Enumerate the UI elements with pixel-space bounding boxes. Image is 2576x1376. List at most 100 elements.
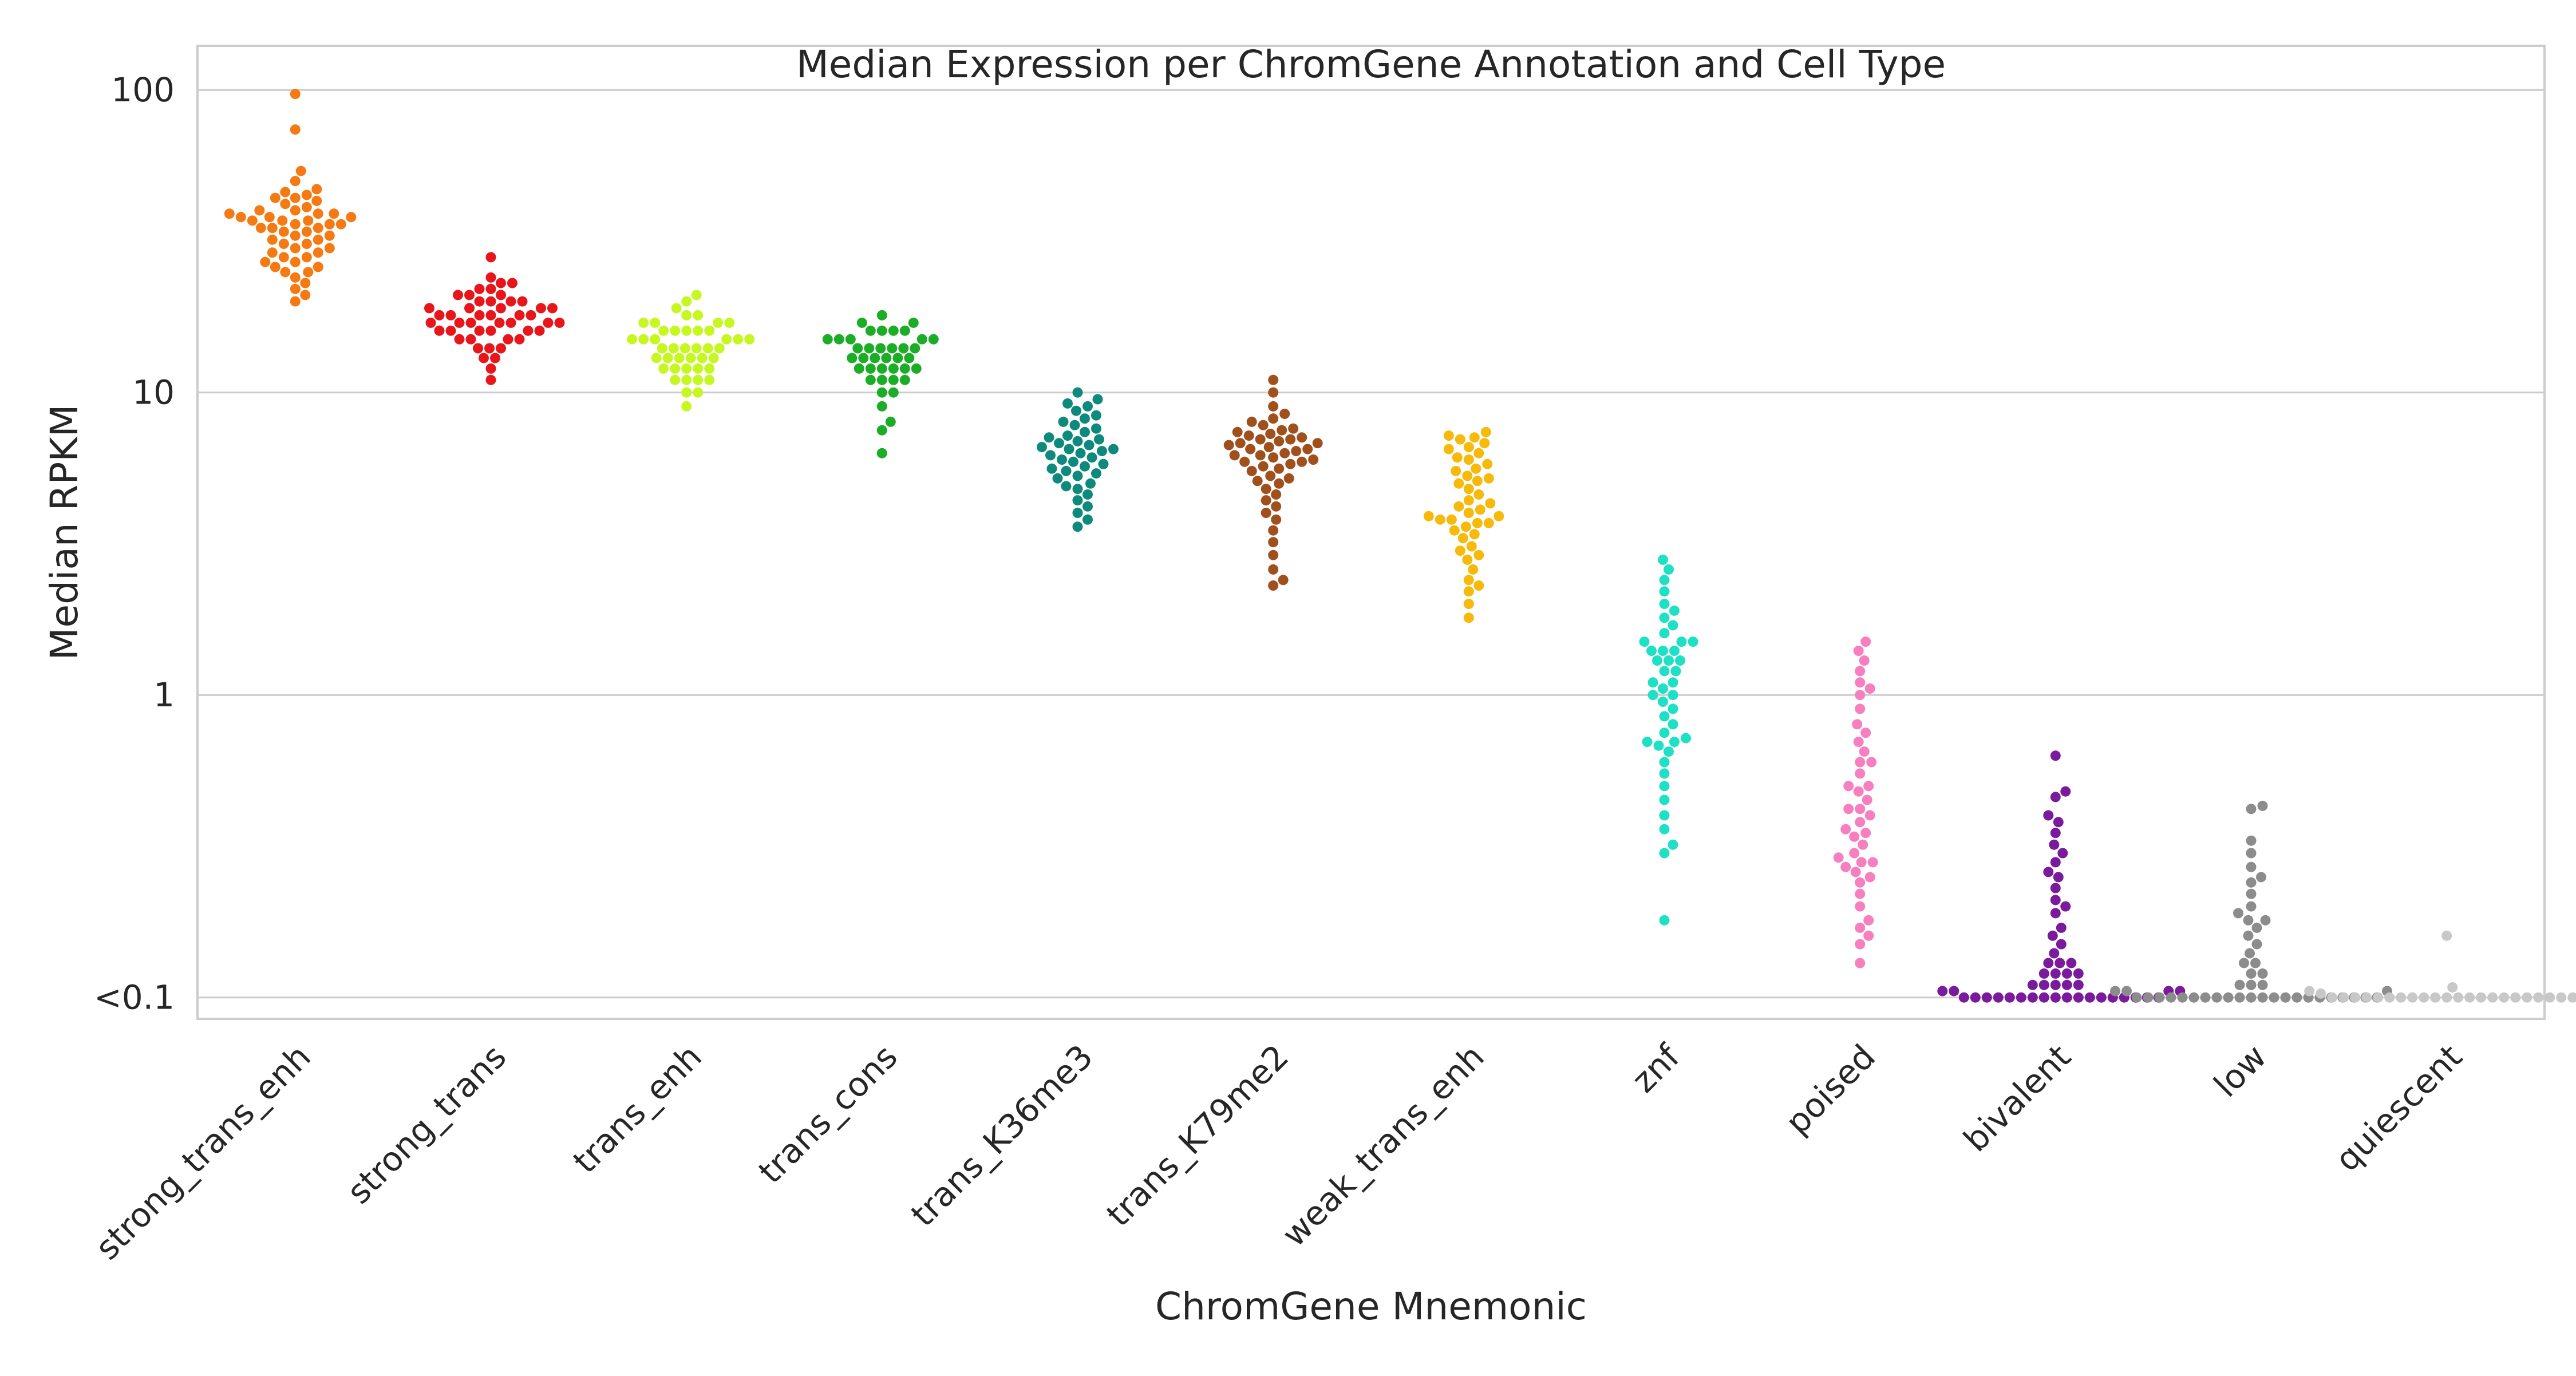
data-point bbox=[1864, 810, 1875, 821]
data-point bbox=[1453, 478, 1464, 489]
data-point bbox=[473, 343, 483, 354]
data-point bbox=[1958, 992, 1969, 1003]
data-point bbox=[485, 296, 496, 307]
data-point bbox=[2121, 986, 2132, 997]
data-point bbox=[1494, 511, 1504, 521]
x-tick-label: znf bbox=[1624, 1037, 1688, 1100]
data-point bbox=[685, 353, 696, 363]
data-point bbox=[1855, 922, 1866, 933]
data-point bbox=[2350, 992, 2361, 1003]
data-point bbox=[313, 234, 323, 245]
data-point bbox=[693, 374, 704, 385]
data-point bbox=[1840, 861, 1851, 872]
y-tick-label: 10 bbox=[132, 373, 175, 412]
data-point bbox=[301, 189, 312, 200]
data-point bbox=[1668, 620, 1678, 631]
data-point bbox=[876, 374, 887, 385]
data-point bbox=[1471, 463, 1481, 474]
data-point bbox=[1271, 489, 1282, 500]
x-axis-label: ChromGene Mnemonic bbox=[1155, 1284, 1587, 1328]
data-point bbox=[474, 310, 485, 321]
data-point bbox=[2060, 786, 2071, 797]
data-point bbox=[881, 353, 892, 363]
data-point bbox=[1468, 564, 1479, 575]
data-point bbox=[1864, 872, 1875, 883]
data-point bbox=[2239, 958, 2249, 968]
data-point bbox=[2166, 992, 2176, 1003]
data-point bbox=[1681, 733, 1691, 744]
data-point bbox=[888, 363, 899, 374]
data-point bbox=[445, 325, 456, 336]
data-point bbox=[277, 215, 288, 226]
data-point bbox=[1853, 646, 1864, 656]
data-point bbox=[1061, 481, 1072, 492]
data-point bbox=[311, 195, 322, 206]
data-point bbox=[2407, 992, 2418, 1003]
data-point bbox=[1463, 612, 1474, 623]
data-point bbox=[1970, 992, 1981, 1003]
data-point bbox=[2522, 992, 2532, 1003]
data-point bbox=[1675, 655, 1685, 666]
data-point bbox=[1866, 757, 1877, 768]
data-point bbox=[1080, 461, 1090, 472]
data-point bbox=[679, 343, 690, 354]
data-point bbox=[2131, 992, 2142, 1003]
data-point bbox=[454, 317, 465, 328]
data-point bbox=[496, 290, 506, 300]
data-point bbox=[1082, 489, 1093, 500]
data-point bbox=[2188, 992, 2199, 1003]
data-point bbox=[1855, 666, 1866, 677]
data-point bbox=[534, 325, 545, 336]
data-point bbox=[1062, 398, 1073, 409]
data-point bbox=[1647, 677, 1658, 688]
data-point bbox=[1669, 737, 1680, 748]
data-point bbox=[1097, 446, 1107, 457]
data-point bbox=[485, 363, 496, 374]
data-point bbox=[1046, 463, 1057, 474]
data-point bbox=[1863, 930, 1874, 941]
data-point bbox=[2246, 804, 2257, 814]
data-point bbox=[2246, 835, 2257, 846]
data-point bbox=[1072, 484, 1083, 495]
data-point bbox=[1082, 514, 1093, 525]
data-point bbox=[1263, 442, 1274, 453]
data-point bbox=[2050, 992, 2061, 1003]
data-point bbox=[1255, 450, 1266, 461]
data-point bbox=[1466, 541, 1477, 552]
data-point bbox=[2004, 992, 2015, 1003]
data-point bbox=[1098, 458, 1109, 469]
data-point bbox=[2234, 979, 2245, 990]
data-point bbox=[1863, 781, 1874, 792]
data-point bbox=[2246, 901, 2257, 912]
series-bivalent bbox=[1937, 750, 2186, 1003]
data-point bbox=[1297, 432, 1307, 443]
data-point bbox=[300, 278, 311, 288]
data-point bbox=[1855, 757, 1866, 768]
data-point bbox=[1993, 992, 2004, 1003]
data-point bbox=[2050, 857, 2061, 868]
data-point bbox=[1849, 848, 1860, 859]
data-point bbox=[693, 387, 704, 398]
data-point bbox=[2234, 992, 2245, 1003]
data-point bbox=[888, 374, 899, 385]
data-point bbox=[1064, 444, 1074, 454]
data-point bbox=[2556, 992, 2567, 1003]
data-point bbox=[301, 252, 312, 263]
data-point bbox=[267, 247, 278, 258]
data-point bbox=[1446, 514, 1457, 525]
data-point bbox=[2256, 872, 2266, 883]
data-point bbox=[2223, 992, 2234, 1003]
data-point bbox=[2243, 915, 2254, 926]
data-point bbox=[335, 219, 346, 230]
data-point bbox=[1659, 824, 1670, 835]
data-point bbox=[1451, 465, 1461, 476]
data-point bbox=[1268, 401, 1279, 412]
data-point bbox=[2057, 848, 2068, 859]
data-point bbox=[658, 325, 669, 336]
data-point bbox=[1659, 848, 1670, 859]
data-point bbox=[301, 201, 312, 212]
series-trans_enh bbox=[627, 290, 755, 412]
data-point bbox=[2453, 992, 2464, 1003]
data-point bbox=[536, 303, 546, 314]
data-point bbox=[278, 252, 289, 263]
